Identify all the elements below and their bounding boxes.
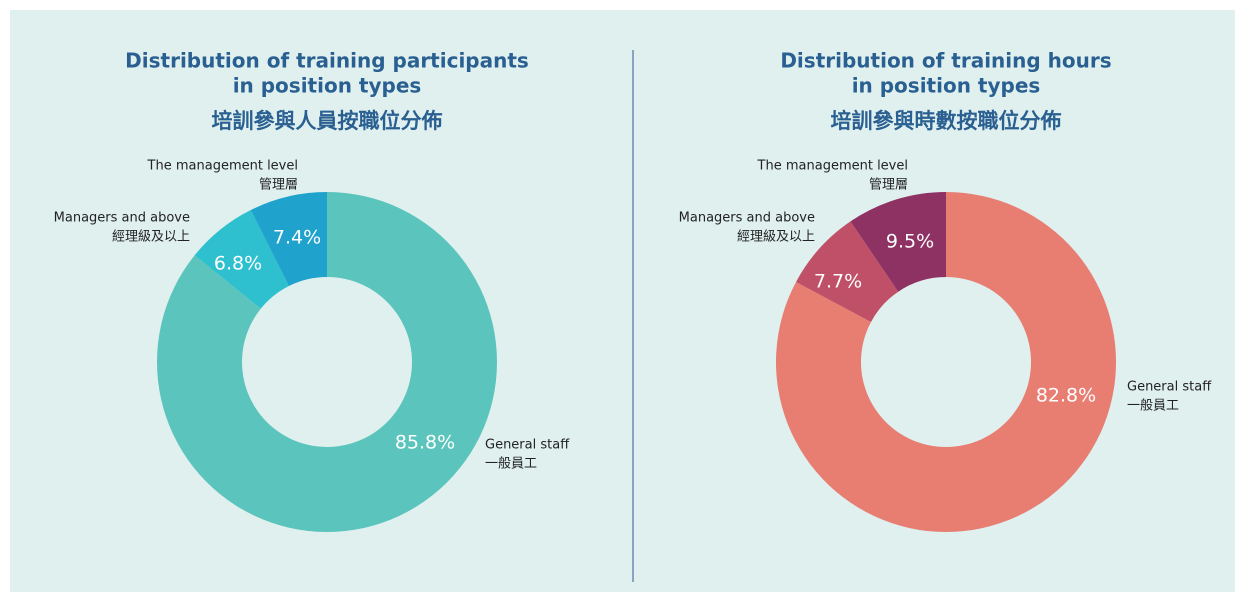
donut-slice: [776, 192, 1117, 532]
chart-title: in position types: [233, 74, 422, 98]
category-label: The management level: [757, 159, 908, 174]
value-label: 6.8%: [214, 253, 262, 275]
chart-subtitle: 培訓參與時數按職位分佈: [831, 109, 1062, 133]
category-label: Managers and above: [679, 211, 815, 226]
donut-slice: [850, 192, 946, 292]
category-label-zh: 一般員工: [1127, 398, 1179, 414]
value-label: 7.4%: [273, 227, 321, 249]
donut-slice: [796, 221, 899, 322]
chart-title: in position types: [852, 74, 1041, 98]
value-label: 85.8%: [395, 432, 455, 454]
category-label: General staff: [485, 438, 570, 453]
donut-slice: [250, 192, 327, 287]
category-label: General staff: [1127, 380, 1212, 395]
chart-subtitle: 培訓參與人員按職位分佈: [212, 109, 443, 133]
value-label: 9.5%: [886, 231, 934, 253]
chart-title: Distribution of training hours: [780, 49, 1111, 73]
donut-slice: [157, 192, 497, 532]
value-label: 7.7%: [814, 271, 862, 293]
category-label-zh: 管理層: [259, 178, 298, 193]
category-label: Managers and above: [54, 211, 190, 226]
donut-slice: [194, 210, 289, 309]
category-label: The management level: [147, 159, 298, 174]
category-label-zh: 管理層: [869, 178, 908, 193]
category-label-zh: 一般員工: [485, 456, 537, 472]
chart-title: Distribution of training participants: [125, 49, 529, 73]
category-label-zh: 經理級及以上: [737, 230, 815, 245]
value-label: 82.8%: [1036, 385, 1096, 407]
category-label-zh: 經理級及以上: [112, 230, 190, 245]
